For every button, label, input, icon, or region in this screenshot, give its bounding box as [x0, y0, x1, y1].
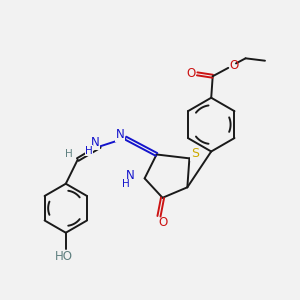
Text: O: O: [230, 59, 239, 72]
Text: H: H: [65, 148, 73, 159]
Text: H: H: [85, 146, 93, 156]
Text: S: S: [191, 147, 199, 161]
Text: N: N: [126, 169, 135, 182]
Text: H: H: [122, 179, 130, 189]
Text: N: N: [91, 136, 99, 149]
Text: O: O: [158, 216, 167, 229]
Text: HO: HO: [55, 250, 73, 263]
Text: O: O: [187, 67, 196, 80]
Text: N: N: [116, 128, 124, 141]
